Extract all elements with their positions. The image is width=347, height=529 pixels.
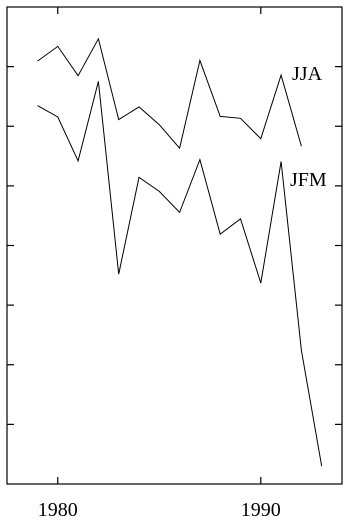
series-line-jja	[37, 37, 302, 150]
series-lines	[37, 37, 323, 467]
series-label-jfm: JFM	[290, 169, 327, 191]
series-label-jja: JJA	[292, 63, 323, 85]
x-tick-label: 1990	[241, 499, 281, 521]
x-tick-label: 1980	[38, 499, 78, 521]
x-tick-labels: 1980 1990	[38, 499, 281, 521]
series-line-jfm	[37, 81, 323, 467]
axis-ticks	[7, 7, 342, 484]
series-labels: JJA JFM	[290, 63, 327, 191]
